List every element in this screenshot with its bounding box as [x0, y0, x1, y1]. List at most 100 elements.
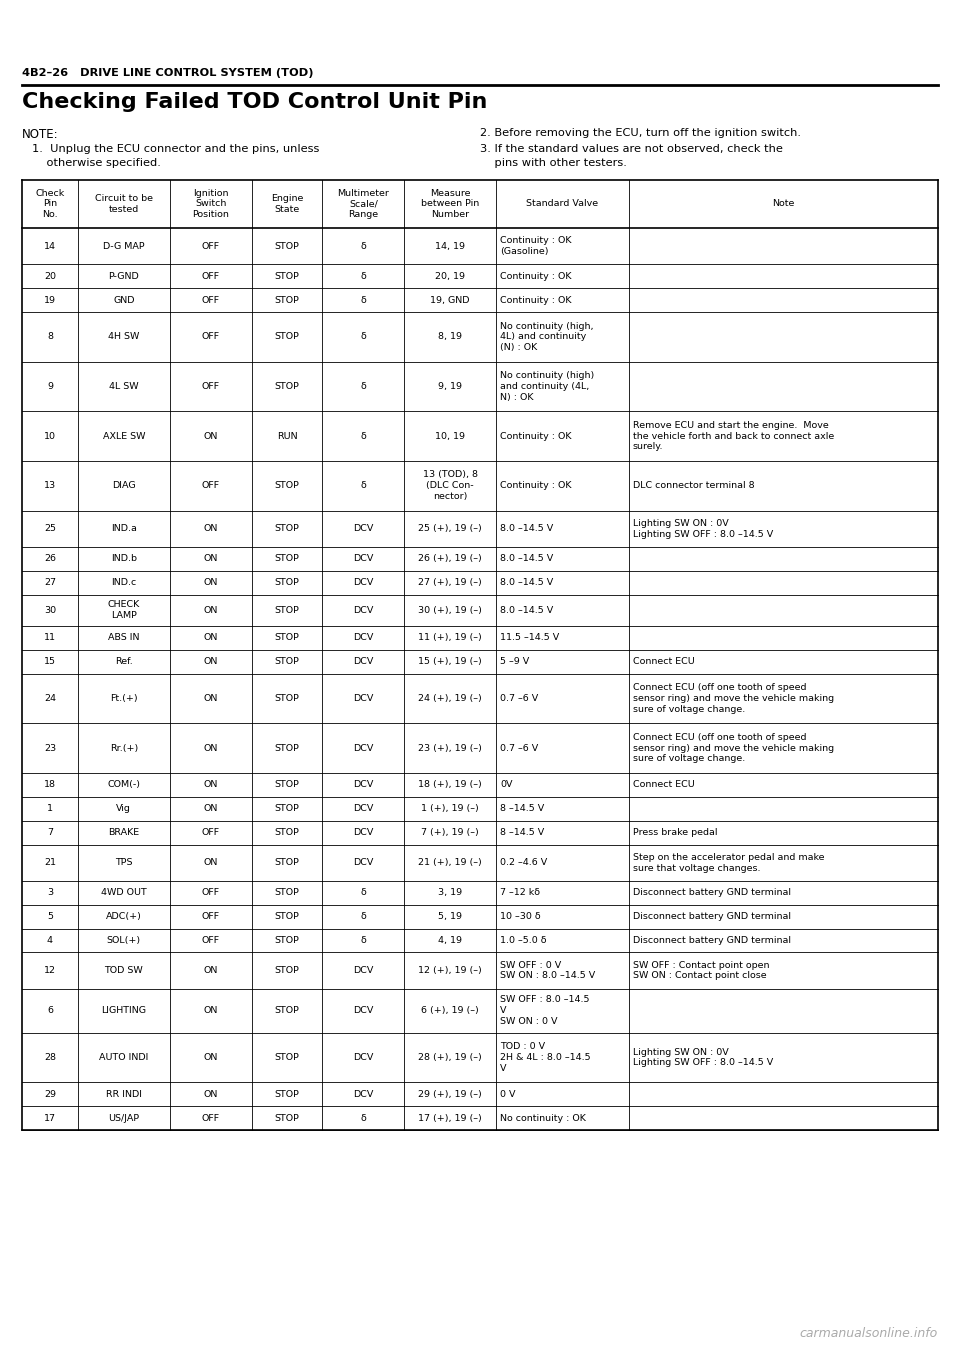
Text: 8 –14.5 V: 8 –14.5 V	[500, 828, 544, 837]
Text: ON: ON	[204, 804, 218, 813]
Text: ON: ON	[204, 966, 218, 975]
Text: ON: ON	[204, 1052, 218, 1062]
Text: Connect ECU: Connect ECU	[633, 781, 695, 789]
Text: GND: GND	[113, 296, 134, 304]
Text: LIGHTING: LIGHTING	[101, 1006, 146, 1016]
Text: 7 (+), 19 (–): 7 (+), 19 (–)	[421, 828, 479, 837]
Text: Disconnect battery GND terminal: Disconnect battery GND terminal	[633, 888, 791, 898]
Text: 7: 7	[47, 828, 53, 837]
Text: 11 (+), 19 (–): 11 (+), 19 (–)	[419, 633, 482, 642]
Text: OFF: OFF	[202, 828, 220, 837]
Text: STOP: STOP	[275, 333, 300, 341]
Text: 21: 21	[44, 858, 56, 868]
Text: Note: Note	[772, 200, 795, 209]
Text: 4: 4	[47, 936, 53, 945]
Text: 11.5 –14.5 V: 11.5 –14.5 V	[500, 633, 560, 642]
Text: Disconnect battery GND terminal: Disconnect battery GND terminal	[633, 913, 791, 921]
Text: STOP: STOP	[275, 524, 300, 534]
Text: OFF: OFF	[202, 936, 220, 945]
Text: 0 V: 0 V	[500, 1089, 516, 1099]
Text: 0.2 –4.6 V: 0.2 –4.6 V	[500, 858, 547, 868]
Text: otherwise specified.: otherwise specified.	[32, 158, 161, 168]
Text: SW OFF : 8.0 –14.5
V
SW ON : 0 V: SW OFF : 8.0 –14.5 V SW ON : 0 V	[500, 995, 589, 1025]
Text: Check
Pin
No.: Check Pin No.	[36, 189, 64, 219]
Text: DCV: DCV	[353, 579, 373, 587]
Text: 8: 8	[47, 333, 53, 341]
Text: 4WD OUT: 4WD OUT	[101, 888, 147, 898]
Text: 1.  Unplug the ECU connector and the pins, unless: 1. Unplug the ECU connector and the pins…	[32, 144, 320, 153]
Text: 13: 13	[44, 481, 56, 490]
Text: 4L SW: 4L SW	[109, 382, 138, 391]
Text: STOP: STOP	[275, 694, 300, 703]
Text: DCV: DCV	[353, 804, 373, 813]
Text: 24: 24	[44, 694, 56, 703]
Text: OFF: OFF	[202, 913, 220, 921]
Text: Connect ECU (off one tooth of speed
sensor ring) and move the vehicle making
sur: Connect ECU (off one tooth of speed sens…	[633, 733, 834, 763]
Text: 8.0 –14.5 V: 8.0 –14.5 V	[500, 606, 553, 615]
Text: 9: 9	[47, 382, 53, 391]
Text: 0.7 –6 V: 0.7 –6 V	[500, 694, 539, 703]
Text: 14: 14	[44, 242, 56, 251]
Text: 23: 23	[44, 744, 56, 752]
Text: 29 (+), 19 (–): 29 (+), 19 (–)	[419, 1089, 482, 1099]
Text: DCV: DCV	[353, 694, 373, 703]
Text: Lighting SW ON : 0V
Lighting SW OFF : 8.0 –14.5 V: Lighting SW ON : 0V Lighting SW OFF : 8.…	[633, 519, 773, 539]
Text: 10 –30 δ: 10 –30 δ	[500, 913, 540, 921]
Text: ON: ON	[204, 579, 218, 587]
Text: STOP: STOP	[275, 1052, 300, 1062]
Text: ON: ON	[204, 781, 218, 789]
Text: Measure
between Pin
Number: Measure between Pin Number	[421, 189, 479, 219]
Text: Continuity : OK: Continuity : OK	[500, 296, 571, 304]
Text: 5 –9 V: 5 –9 V	[500, 657, 529, 667]
Text: Continuity : OK
(Gasoline): Continuity : OK (Gasoline)	[500, 236, 571, 257]
Text: 25: 25	[44, 524, 56, 534]
Text: Standard Valve: Standard Valve	[526, 200, 599, 209]
Text: 3, 19: 3, 19	[438, 888, 463, 898]
Text: SOL(+): SOL(+)	[107, 936, 141, 945]
Text: ON: ON	[204, 1006, 218, 1016]
Text: 8 –14.5 V: 8 –14.5 V	[500, 804, 544, 813]
Text: 8.0 –14.5 V: 8.0 –14.5 V	[500, 579, 553, 587]
Text: OFF: OFF	[202, 1114, 220, 1123]
Text: 4H SW: 4H SW	[108, 333, 139, 341]
Text: Ft.(+): Ft.(+)	[110, 694, 137, 703]
Text: DCV: DCV	[353, 1006, 373, 1016]
Text: DCV: DCV	[353, 744, 373, 752]
Text: STOP: STOP	[275, 858, 300, 868]
Text: TOD SW: TOD SW	[105, 966, 143, 975]
Text: DCV: DCV	[353, 1052, 373, 1062]
Text: δ: δ	[360, 481, 366, 490]
Text: ON: ON	[204, 858, 218, 868]
Text: ON: ON	[204, 744, 218, 752]
Text: ABS IN: ABS IN	[108, 633, 139, 642]
Text: ON: ON	[204, 554, 218, 564]
Text: OFF: OFF	[202, 382, 220, 391]
Text: carmanualsonline.info: carmanualsonline.info	[800, 1327, 938, 1340]
Text: D-G MAP: D-G MAP	[103, 242, 145, 251]
Text: δ: δ	[360, 888, 366, 898]
Text: RUN: RUN	[276, 432, 298, 440]
Text: 12: 12	[44, 966, 56, 975]
Text: δ: δ	[360, 382, 366, 391]
Text: DCV: DCV	[353, 554, 373, 564]
Text: Continuity : OK: Continuity : OK	[500, 272, 571, 281]
Text: 2. Before removing the ECU, turn off the ignition switch.: 2. Before removing the ECU, turn off the…	[480, 128, 801, 139]
Text: 6: 6	[47, 1006, 53, 1016]
Text: DCV: DCV	[353, 781, 373, 789]
Text: 0V: 0V	[500, 781, 513, 789]
Text: DCV: DCV	[353, 858, 373, 868]
Text: 28 (+), 19 (–): 28 (+), 19 (–)	[419, 1052, 482, 1062]
Text: ON: ON	[204, 633, 218, 642]
Text: OFF: OFF	[202, 296, 220, 304]
Text: 17: 17	[44, 1114, 56, 1123]
Text: 6 (+), 19 (–): 6 (+), 19 (–)	[421, 1006, 479, 1016]
Text: NOTE:: NOTE:	[22, 128, 59, 141]
Text: 10, 19: 10, 19	[435, 432, 466, 440]
Text: OFF: OFF	[202, 888, 220, 898]
Text: DCV: DCV	[353, 606, 373, 615]
Text: AXLE SW: AXLE SW	[103, 432, 145, 440]
Text: 17 (+), 19 (–): 17 (+), 19 (–)	[419, 1114, 482, 1123]
Text: ON: ON	[204, 432, 218, 440]
Text: P-GND: P-GND	[108, 272, 139, 281]
Text: 18 (+), 19 (–): 18 (+), 19 (–)	[419, 781, 482, 789]
